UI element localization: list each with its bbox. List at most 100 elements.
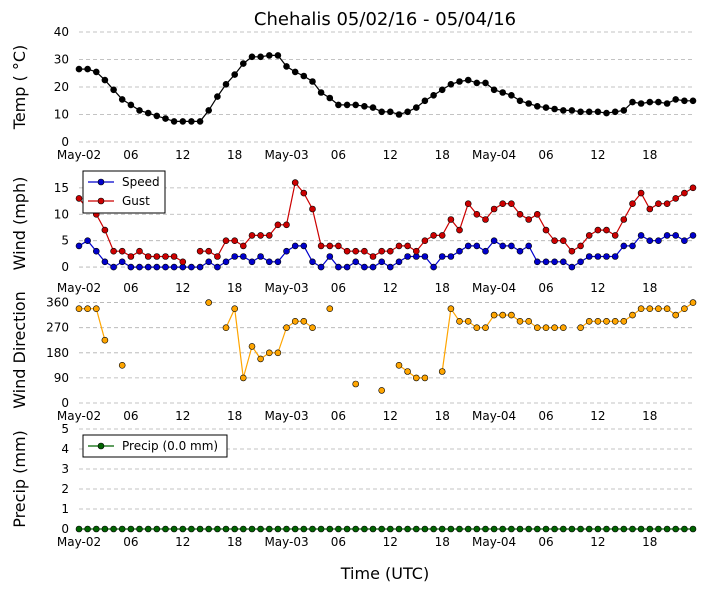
data-point xyxy=(464,525,472,533)
data-point xyxy=(265,525,273,533)
data-point xyxy=(412,247,420,255)
data-point xyxy=(637,525,645,533)
data-point xyxy=(196,525,204,533)
x-tick-label: 06 xyxy=(538,535,553,549)
data-point xyxy=(127,525,135,533)
x-tick-label: 12 xyxy=(590,148,605,162)
data-point xyxy=(508,311,515,319)
y-tick-label: 1 xyxy=(61,502,69,516)
data-point xyxy=(490,311,498,319)
data-point xyxy=(663,200,671,207)
data-point xyxy=(196,247,204,255)
data-point xyxy=(525,242,533,250)
data-point xyxy=(412,525,420,533)
data-point xyxy=(430,525,437,533)
data-point xyxy=(248,343,256,350)
data-point xyxy=(144,263,152,271)
data-point xyxy=(672,195,680,202)
data-point xyxy=(335,101,342,109)
data-point xyxy=(101,336,109,344)
data-point xyxy=(378,258,386,266)
data-point xyxy=(248,525,256,533)
data-point xyxy=(378,525,386,533)
data-point xyxy=(274,349,282,357)
data-point xyxy=(136,525,143,533)
data-point xyxy=(559,324,567,332)
data-point xyxy=(594,525,602,533)
data-point xyxy=(274,525,282,533)
data-point xyxy=(516,211,524,218)
x-tick-label: May-04 xyxy=(472,281,516,295)
x-tick-label: 06 xyxy=(123,535,138,549)
data-point xyxy=(681,525,688,533)
x-tick-label: May-02 xyxy=(57,281,101,295)
data-point xyxy=(603,109,610,117)
data-point xyxy=(525,317,533,325)
data-point xyxy=(456,247,463,255)
data-point xyxy=(118,525,126,533)
data-point xyxy=(265,232,273,239)
data-point xyxy=(291,179,299,186)
data-point xyxy=(533,324,541,332)
data-point xyxy=(335,263,342,271)
data-point xyxy=(265,52,273,59)
data-point xyxy=(447,525,455,533)
data-point xyxy=(326,94,334,102)
data-point xyxy=(274,52,282,59)
x-tick-label: 18 xyxy=(435,409,450,423)
x-tick-label: May-03 xyxy=(264,409,308,423)
data-point xyxy=(144,109,152,117)
data-point xyxy=(343,247,351,255)
data-point xyxy=(620,242,628,250)
data-point xyxy=(153,253,161,260)
data-point xyxy=(222,237,230,244)
series-3-0 xyxy=(75,525,697,533)
data-point xyxy=(378,387,386,394)
data-point xyxy=(551,105,558,113)
data-point xyxy=(482,216,489,223)
data-point xyxy=(473,79,481,87)
data-point xyxy=(309,78,316,85)
data-point xyxy=(291,317,299,325)
legend-3: Precip (0.0 mm) xyxy=(82,434,228,458)
legend-label: Gust xyxy=(122,194,150,208)
data-point xyxy=(326,305,334,313)
data-point xyxy=(499,242,507,250)
x-tick-label: 18 xyxy=(435,148,450,162)
data-point xyxy=(655,525,662,533)
data-point xyxy=(222,324,230,332)
series-1-0 xyxy=(75,232,697,271)
data-point xyxy=(93,525,100,533)
y-tick-label: 360 xyxy=(46,296,69,310)
data-point xyxy=(214,263,221,271)
data-point xyxy=(395,525,403,533)
data-point xyxy=(84,237,91,244)
data-point xyxy=(188,525,195,533)
data-point xyxy=(525,100,533,107)
data-point xyxy=(646,98,654,106)
data-point xyxy=(542,226,550,234)
data-point xyxy=(482,324,489,332)
data-point xyxy=(404,242,411,250)
data-point xyxy=(240,374,247,382)
data-point xyxy=(361,247,368,255)
data-point xyxy=(343,101,351,109)
legend-box xyxy=(82,434,228,458)
data-point xyxy=(188,263,195,271)
panel-1: 0 5 10 15 Wind (mph) May-02 06 12 18 May-03 06 12 18… xyxy=(10,170,697,295)
x-tick-label: 06 xyxy=(123,281,138,295)
data-point xyxy=(162,253,169,260)
data-point xyxy=(568,525,576,533)
data-point xyxy=(577,242,584,250)
data-point xyxy=(603,317,610,325)
data-point xyxy=(317,242,325,250)
x-tick-label: May-02 xyxy=(57,409,101,423)
data-point xyxy=(655,237,662,244)
data-point xyxy=(136,263,143,271)
data-point xyxy=(542,258,550,266)
data-point xyxy=(611,253,619,260)
data-point xyxy=(672,525,680,533)
x-tick-label: 18 xyxy=(642,148,657,162)
data-point xyxy=(369,253,377,260)
